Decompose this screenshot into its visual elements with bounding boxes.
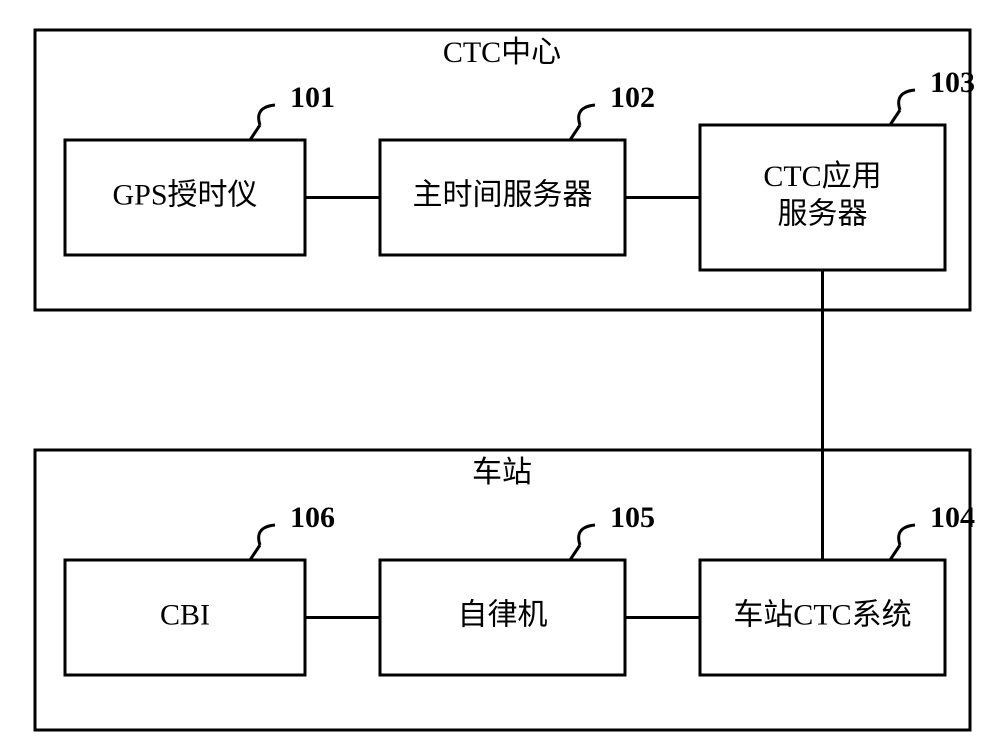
box-gps-label: GPS授时仪 [112,178,257,211]
callout-curve-gps [259,105,275,125]
callout-tick-auto [570,545,580,560]
box-stctc-label: 车站CTC系统 [733,598,911,631]
box-auto-label: 自律机 [458,598,548,631]
ref-app: 103 [930,66,975,99]
ref-auto: 105 [610,501,655,534]
region-bottom [35,450,970,730]
region-top-title: CTC中心 [443,36,561,69]
ref-gps: 101 [290,81,335,114]
callout-curve-auto [579,525,595,545]
box-cbi-label: CBI [160,598,210,631]
callout-tick-master [570,125,580,140]
callout-curve-cbi [259,525,275,545]
callout-tick-stctc [890,545,900,560]
region-bottom-title: 车站 [472,456,532,489]
callout-curve-app [899,90,915,110]
callout-tick-cbi [250,545,260,560]
ref-cbi: 106 [290,501,335,534]
callout-curve-master [579,105,595,125]
callout-tick-gps [250,125,260,140]
ref-stctc: 104 [930,501,975,534]
callout-tick-app [890,110,900,125]
box-app-label: CTC应用服务器 [763,160,881,231]
diagram-canvas: CTC中心车站 GPS授时仪 101 主时间服务器 102 CTC应用服务器 103 CBI 1… [0,0,1000,753]
box-master-label: 主时间服务器 [413,178,593,211]
callout-curve-stctc [899,525,915,545]
ref-master: 102 [610,81,655,114]
